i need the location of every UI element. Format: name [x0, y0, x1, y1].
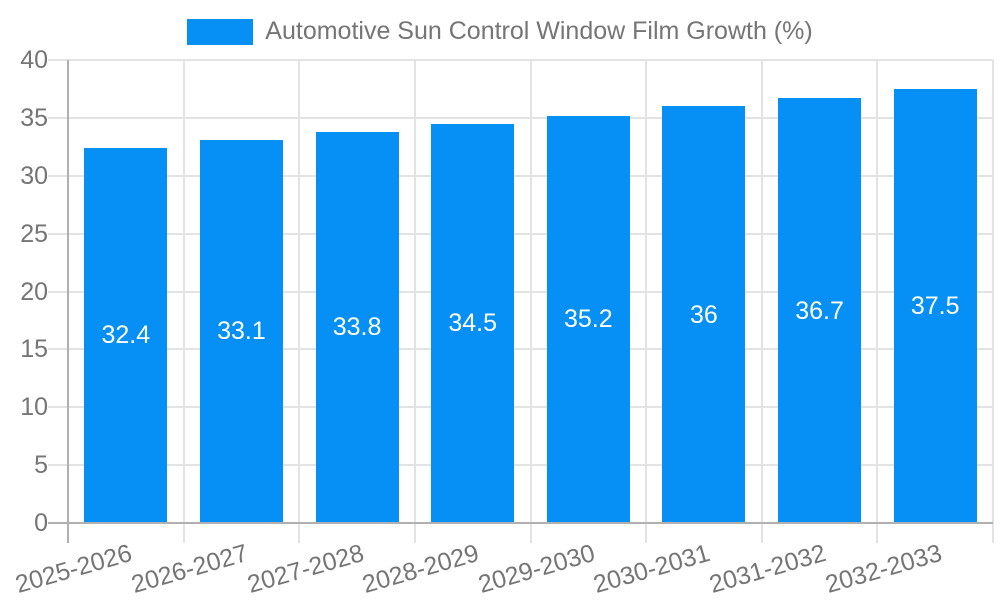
bar-value-label: 35.2: [563, 305, 613, 334]
bar: [84, 147, 168, 523]
bar: [546, 115, 630, 523]
gridline-horizontal: [48, 348, 993, 351]
bar: [778, 98, 862, 523]
x-axis-tick-label: 2026-2027: [128, 539, 251, 599]
x-axis-tick-label: 2032-2033: [821, 539, 945, 599]
gridline-vertical: [529, 60, 532, 543]
y-axis-tick-label: 10: [20, 393, 48, 422]
y-axis-tick-label: 40: [20, 46, 48, 74]
gridline-horizontal: [48, 406, 993, 409]
bar-value-label: 32.4: [101, 321, 151, 350]
gridline-vertical: [760, 60, 763, 543]
gridline-horizontal: [48, 464, 993, 467]
bar-value-label: 33.8: [332, 313, 382, 342]
bar: [315, 131, 399, 523]
x-axis-tick-label: 2030-2031: [590, 539, 714, 599]
gridline-horizontal: [48, 174, 993, 177]
legend: Automotive Sun Control Window Film Growt…: [0, 17, 1000, 46]
gridline-vertical: [645, 60, 648, 543]
gridline-horizontal: [48, 116, 993, 119]
x-axis-tick-label: 2025-2026: [12, 539, 136, 599]
y-axis-tick-label: 15: [20, 335, 48, 364]
y-axis-tick-label: 0: [34, 509, 48, 537]
legend-swatch: [187, 18, 254, 45]
gridline-vertical: [876, 60, 879, 543]
y-axis-tick-label: 30: [20, 161, 48, 190]
y-axis-line: [67, 60, 69, 543]
bar-value-label: 37.5: [910, 291, 960, 320]
y-axis-tick-label: 5: [34, 451, 48, 480]
gridline-horizontal: [48, 59, 993, 61]
gridline-horizontal: [48, 232, 993, 235]
bar: [431, 123, 515, 523]
y-axis-tick-label: 25: [20, 219, 48, 248]
gridline-vertical: [298, 60, 301, 543]
bar-value-label: 36: [690, 300, 718, 329]
x-axis-tick-label: 2028-2029: [359, 539, 483, 599]
bar: [662, 106, 746, 523]
bar-value-label: 33.1: [217, 317, 266, 346]
gridline-horizontal: [48, 290, 993, 293]
gridline-vertical: [992, 60, 994, 543]
bar: [199, 139, 283, 523]
x-axis-line: [48, 522, 993, 524]
bar: [893, 88, 977, 523]
gridline-vertical: [182, 60, 185, 543]
bar-value-label: 34.5: [448, 309, 498, 338]
bar-value-label: 36.7: [795, 296, 844, 325]
x-axis-tick-label: 2027-2028: [243, 539, 367, 599]
legend-label: Automotive Sun Control Window Film Growt…: [265, 17, 813, 45]
x-axis-tick-label: 2029-2030: [475, 539, 598, 599]
gridline-vertical: [413, 60, 416, 543]
y-axis-tick-label: 20: [20, 277, 48, 306]
y-axis-tick-label: 35: [20, 103, 48, 132]
x-axis-tick-label: 2031-2032: [706, 539, 830, 599]
